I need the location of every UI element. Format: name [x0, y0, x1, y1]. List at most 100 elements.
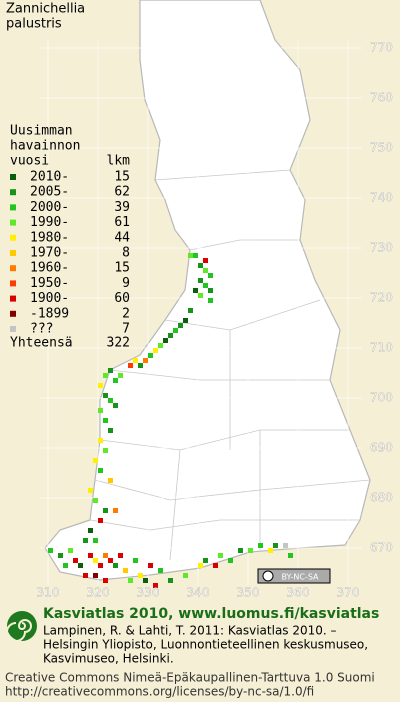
- legend-label: 1990-: [30, 215, 69, 230]
- observation-square: [208, 288, 213, 293]
- observation-square: [93, 458, 98, 463]
- legend-swatch: [10, 280, 16, 287]
- observation-square: [203, 558, 208, 563]
- legend: 2010- 15 2005- 62 2000- 39 1990- 61 1980- 44 1970-…: [10, 170, 130, 337]
- license-badge: [257, 568, 331, 584]
- observation-square: [173, 328, 178, 333]
- observation-square: [208, 298, 213, 303]
- observation-square: [68, 548, 73, 553]
- observation-square: [208, 273, 213, 278]
- observation-square: [113, 403, 118, 408]
- observation-square: [273, 543, 278, 548]
- observation-square: [198, 278, 203, 283]
- cc-icon: [262, 570, 274, 582]
- legend-count: 15: [114, 170, 130, 185]
- observation-square: [113, 508, 118, 513]
- observation-square: [188, 253, 193, 258]
- legend-swatch: [10, 219, 16, 226]
- x-tick-label: 350: [237, 586, 260, 600]
- license-badge-text: BY-NC-SA: [281, 573, 319, 582]
- y-tick-label: 670: [370, 541, 393, 555]
- species-name: palustris: [6, 17, 62, 32]
- observation-square: [113, 378, 118, 383]
- legend-header: vuosi: [10, 154, 49, 169]
- legend-label: 2010-: [30, 170, 69, 185]
- legend-label: 2000-: [30, 200, 69, 215]
- observation-square: [198, 293, 203, 298]
- y-tick-label: 760: [370, 91, 393, 105]
- observation-square: [103, 393, 108, 398]
- observation-square: [128, 363, 133, 368]
- observation-square: [88, 488, 93, 493]
- citation: Lampinen, R. & Lahti, T. 2011: Kasviatla…: [43, 624, 337, 638]
- legend-label: 2005-: [30, 185, 69, 200]
- legend-swatch: [10, 250, 16, 256]
- x-tick-label: 340: [187, 586, 210, 600]
- region-borders: [89, 169, 371, 561]
- legend-swatch: [10, 189, 16, 196]
- observation-square: [98, 408, 103, 413]
- observation-square: [123, 568, 128, 573]
- y-tick-label: 680: [370, 491, 393, 505]
- y-tick-label: 700: [370, 391, 393, 405]
- observation-square: [83, 573, 88, 578]
- observations: [48, 253, 293, 588]
- observation-square: [138, 363, 143, 368]
- observation-square: [98, 468, 103, 473]
- observation-square: [268, 548, 273, 553]
- observation-square: [203, 268, 208, 273]
- observation-square: [98, 518, 103, 523]
- legend-label: 1980-: [30, 230, 69, 245]
- observation-square: [213, 563, 218, 568]
- observation-square: [198, 563, 203, 568]
- legend-swatch: [10, 204, 16, 211]
- observation-square: [103, 418, 108, 423]
- observation-square: [228, 558, 233, 563]
- legend-header: havainnon: [10, 139, 80, 154]
- license-text: Creative Commons Nimeä-Epäkaupallinen-Ta…: [5, 671, 375, 685]
- legend-header: Uusimman: [10, 124, 73, 139]
- observation-square: [218, 553, 223, 558]
- legend-label: 1950-: [30, 276, 69, 291]
- y-tick-label: 720: [370, 291, 393, 305]
- x-tick-label: 360: [287, 586, 310, 600]
- observation-square: [73, 558, 78, 563]
- observation-square: [163, 338, 168, 343]
- observation-square: [103, 448, 108, 453]
- license-url: http://creativecommons.org/licenses/by-n…: [5, 685, 314, 699]
- observation-square: [98, 383, 103, 388]
- observation-square: [198, 263, 203, 268]
- observation-square: [193, 288, 198, 293]
- y-tick-label: 770: [370, 41, 393, 55]
- y-tick-label: 730: [370, 241, 393, 255]
- legend-swatch: [10, 174, 16, 180]
- site-name: Kasviatlas 2010, www.luomus.fi/kasviatla…: [43, 606, 379, 622]
- species-name: Zannichellia: [6, 2, 85, 17]
- observation-square: [108, 428, 113, 433]
- legend-swatch: [10, 326, 16, 332]
- observation-square: [93, 573, 98, 578]
- y-tick-label: 740: [370, 191, 393, 205]
- finland-outline: [44, 0, 371, 581]
- observation-square: [138, 573, 143, 578]
- observation-square: [183, 573, 188, 578]
- legend-count: 7: [122, 322, 130, 337]
- observation-square: [118, 373, 123, 378]
- legend-swatch: [10, 295, 16, 302]
- observation-square: [133, 358, 138, 363]
- observation-square: [178, 323, 183, 328]
- legend-count: 44: [114, 230, 130, 245]
- observation-square: [113, 563, 118, 568]
- observation-square: [108, 398, 113, 403]
- legend-swatch: [10, 234, 16, 241]
- legend-count-header: lkm: [107, 154, 131, 169]
- observation-square: [168, 578, 173, 583]
- legend-count: 39: [114, 200, 130, 215]
- legend-count: 15: [114, 261, 130, 276]
- x-tick-label: 370: [337, 586, 360, 600]
- observation-square: [258, 543, 263, 548]
- observation-square: [203, 283, 208, 288]
- total-count: 322: [107, 336, 130, 351]
- observation-square: [153, 583, 158, 588]
